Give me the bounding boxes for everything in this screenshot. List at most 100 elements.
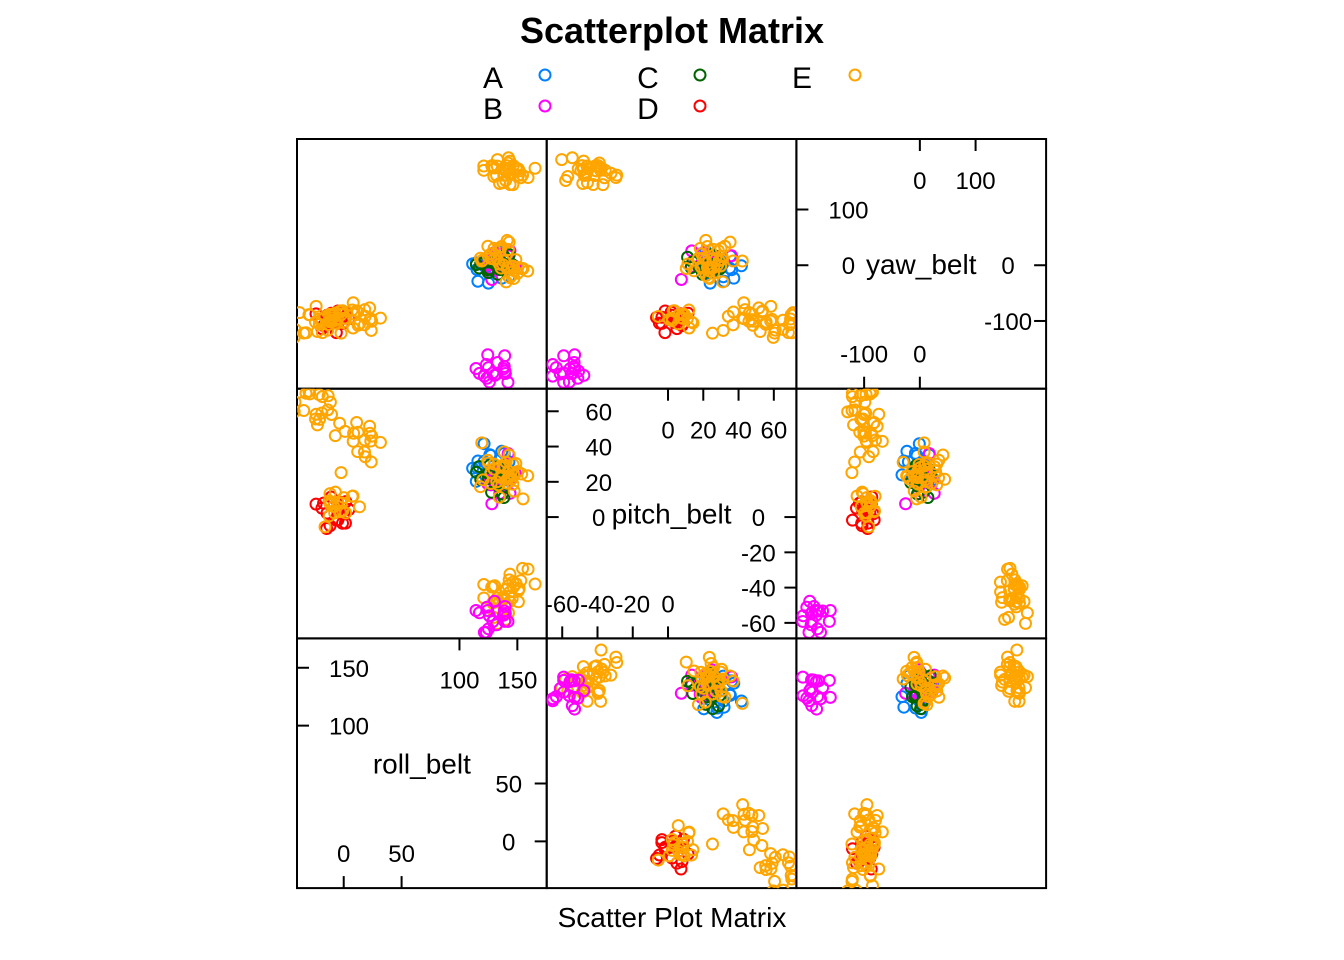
diag-tick-label: 0: [502, 829, 515, 856]
data-point-E: [334, 496, 348, 510]
data-point-E: [768, 874, 782, 888]
data-point-E: [594, 643, 608, 657]
data-point-E: [346, 489, 360, 503]
data-point-E: [500, 233, 514, 247]
data-point-E: [528, 161, 542, 175]
data-point-E: [853, 425, 867, 439]
legend-marker-D: [693, 99, 707, 113]
data-point-E: [768, 850, 782, 864]
data-point-E: [706, 266, 720, 280]
data-point-E: [681, 679, 695, 693]
data-point-E: [490, 168, 504, 182]
panel-r2-c1: [545, 637, 798, 890]
data-point-E: [737, 296, 751, 310]
panel-points: [796, 643, 1034, 889]
data-point-E: [862, 813, 876, 827]
panel-r0-c2: yaw_belt -100 0 0 100 0 100 -100 0: [795, 138, 1048, 390]
data-point-E: [768, 323, 782, 337]
diag-tick-label: 0: [913, 342, 926, 369]
diag-tick-label: 20: [585, 470, 612, 497]
data-point-E: [299, 388, 313, 400]
data-point-E: [473, 251, 487, 265]
data-point-E: [875, 825, 889, 839]
panel-points: [796, 388, 1034, 639]
data-point-D: [329, 326, 343, 340]
data-point-B: [810, 702, 824, 716]
data-point-E: [334, 307, 348, 321]
data-point-E: [312, 312, 326, 326]
data-point-E: [477, 159, 491, 173]
data-point-B: [796, 670, 810, 684]
data-point-B: [469, 604, 483, 618]
panel-frame: [795, 637, 1048, 890]
diag-tick-label: 100: [828, 198, 868, 225]
data-point-E: [477, 577, 491, 591]
data-point-E: [1019, 616, 1033, 630]
data-point-B: [568, 362, 582, 376]
variable-name-pitch_belt: pitch_belt: [612, 499, 732, 530]
diag-tick-label: 150: [497, 667, 537, 694]
legend: AB CD E: [483, 62, 862, 126]
data-point-E: [1003, 594, 1017, 608]
legend-label-A: A: [483, 62, 503, 95]
data-point-D: [846, 842, 860, 856]
data-point-E: [764, 299, 778, 313]
data-point-B: [796, 614, 810, 628]
diag-tick-label: 0: [661, 418, 674, 445]
data-point-E: [845, 856, 859, 870]
data-point-E: [315, 326, 329, 340]
data-point-E: [506, 477, 520, 491]
data-point-E: [694, 665, 708, 679]
data-point-E: [492, 257, 506, 271]
data-point-B: [816, 604, 830, 618]
data-point-C: [681, 674, 695, 688]
diag-tick-label: -20: [615, 591, 650, 618]
data-point-B: [567, 356, 581, 370]
diag-tick-label: 150: [329, 656, 369, 683]
data-point-E: [782, 850, 796, 864]
data-point-B: [553, 682, 567, 696]
data-point-E: [1008, 694, 1022, 708]
chart-title: Scatterplot Matrix: [520, 10, 824, 51]
data-point-E: [903, 472, 917, 486]
data-point-E: [1012, 694, 1026, 708]
panel-points: [297, 388, 542, 639]
data-point-B: [546, 358, 560, 372]
data-point-E: [364, 434, 378, 448]
data-point-E: [501, 243, 515, 257]
data-point-E: [297, 405, 301, 418]
data-point-B: [822, 614, 836, 628]
data-point-E: [682, 825, 696, 839]
data-point-E: [577, 168, 591, 182]
data-point-E: [920, 698, 934, 712]
data-point-E: [1003, 561, 1017, 575]
data-point-B: [822, 673, 836, 687]
data-point-E: [845, 466, 859, 480]
data-point-E: [687, 664, 701, 678]
data-point-E: [671, 819, 685, 833]
data-point-E: [1020, 606, 1034, 620]
data-point-E: [995, 675, 1009, 689]
data-point-E: [905, 465, 919, 479]
data-point-E: [752, 301, 766, 315]
data-point-E: [699, 233, 713, 247]
panel-r2-c0: roll_belt 0 50 100 150 100 150 0 50: [296, 637, 548, 890]
data-point-E: [995, 591, 1009, 605]
data-point-E: [854, 859, 868, 873]
data-point-E: [707, 243, 721, 257]
data-point-E: [752, 808, 766, 822]
data-point-E: [746, 820, 760, 834]
data-point-E: [737, 807, 751, 821]
data-point-E: [872, 862, 886, 876]
data-point-B: [823, 690, 837, 704]
data-point-E: [905, 660, 919, 674]
data-point-E: [651, 853, 665, 867]
legend-label-C: C: [637, 62, 659, 95]
data-point-B: [481, 348, 495, 362]
data-point-E: [715, 662, 729, 676]
data-point-E: [610, 656, 624, 670]
data-point-E: [357, 445, 371, 459]
data-point-E: [1008, 577, 1022, 591]
